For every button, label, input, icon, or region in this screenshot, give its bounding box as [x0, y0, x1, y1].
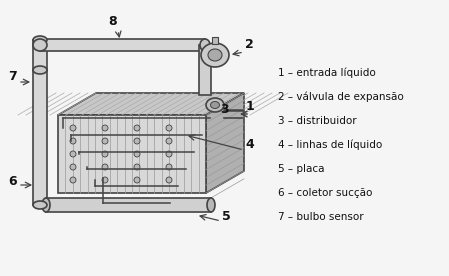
Polygon shape [206, 93, 244, 193]
Ellipse shape [33, 66, 47, 74]
Ellipse shape [33, 36, 47, 44]
Text: 4: 4 [245, 138, 254, 151]
Ellipse shape [200, 39, 210, 51]
Bar [40, 39, 205, 51]
Ellipse shape [207, 198, 215, 212]
Text: 3 – distribuidor: 3 – distribuidor [278, 116, 357, 126]
Ellipse shape [206, 98, 224, 112]
Text: 6: 6 [8, 175, 17, 188]
Ellipse shape [42, 198, 50, 212]
Ellipse shape [208, 49, 222, 61]
Text: 8: 8 [108, 15, 117, 28]
Circle shape [102, 177, 108, 183]
Bar [33, 70, 47, 205]
Text: 1: 1 [246, 100, 255, 113]
Polygon shape [58, 93, 244, 115]
Circle shape [70, 125, 76, 131]
Circle shape [70, 138, 76, 144]
Ellipse shape [33, 201, 47, 209]
Circle shape [102, 151, 108, 157]
Text: 2: 2 [245, 38, 254, 51]
Ellipse shape [201, 43, 229, 67]
Bar [33, 40, 47, 70]
Bar [212, 37, 218, 44]
Text: 7: 7 [8, 70, 17, 83]
Text: 3: 3 [220, 103, 229, 116]
Circle shape [166, 177, 172, 183]
Circle shape [166, 164, 172, 170]
Circle shape [134, 177, 140, 183]
Circle shape [134, 125, 140, 131]
Text: 7 – bulbo sensor: 7 – bulbo sensor [278, 212, 364, 222]
Text: 1 – entrada líquido: 1 – entrada líquido [278, 68, 376, 78]
Circle shape [70, 151, 76, 157]
Text: 5: 5 [222, 210, 231, 223]
Bar [46, 198, 211, 212]
Circle shape [166, 138, 172, 144]
Bar [199, 45, 211, 95]
Text: 4 – linhas de líquido: 4 – linhas de líquido [278, 140, 382, 150]
Circle shape [102, 164, 108, 170]
Text: 6 – coletor sucção: 6 – coletor sucção [278, 188, 372, 198]
Circle shape [134, 151, 140, 157]
Circle shape [166, 125, 172, 131]
Circle shape [134, 164, 140, 170]
Text: 2 – válvula de expansão: 2 – válvula de expansão [278, 92, 404, 102]
Ellipse shape [211, 102, 220, 108]
Circle shape [166, 151, 172, 157]
Ellipse shape [33, 39, 47, 51]
Circle shape [134, 138, 140, 144]
Text: 5 – placa: 5 – placa [278, 164, 325, 174]
Circle shape [102, 125, 108, 131]
Circle shape [70, 177, 76, 183]
Polygon shape [58, 115, 206, 193]
Circle shape [70, 164, 76, 170]
Circle shape [102, 138, 108, 144]
